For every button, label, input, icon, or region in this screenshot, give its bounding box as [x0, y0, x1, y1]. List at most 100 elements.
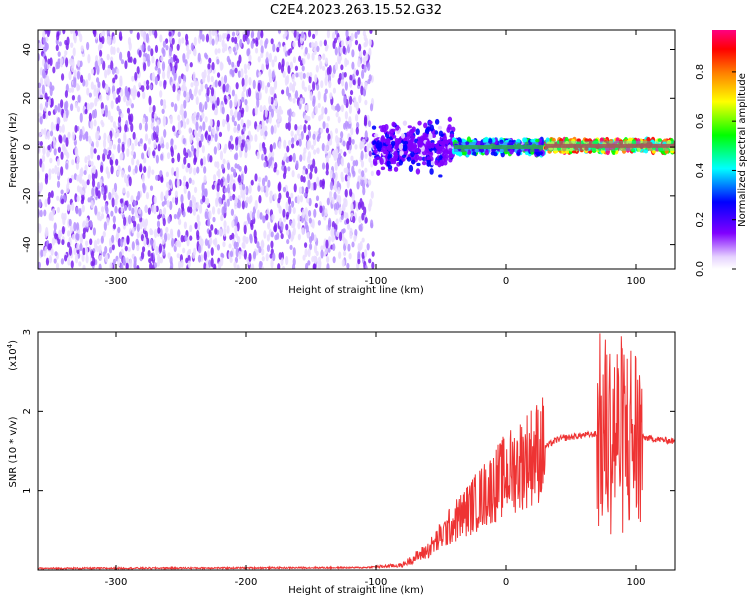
spectrogram-cell — [215, 197, 219, 205]
spectrogram-cell — [333, 178, 337, 185]
spectrogram-cell — [102, 138, 107, 149]
spectrogram-cell — [257, 30, 261, 41]
spectrogram-cell — [188, 127, 192, 135]
spectrogram-cell — [240, 173, 244, 183]
spectrogram-cell — [99, 94, 103, 102]
spectrogram-cell — [331, 196, 335, 205]
spectrogram-cell — [207, 219, 211, 227]
spectrogram-cell — [250, 40, 254, 49]
spectrogram-cell — [237, 174, 242, 184]
spectrogram-cell — [168, 189, 172, 196]
spectrogram-cell — [184, 235, 188, 242]
spectrogram-cell — [123, 237, 127, 248]
spectrogram-cell — [153, 262, 158, 269]
spectrogram-cell — [269, 194, 273, 204]
spectrogram-cell — [120, 207, 124, 213]
spectrogram-cell — [114, 192, 118, 199]
spectrogram-cell — [326, 197, 330, 206]
spectrogram-cell — [150, 252, 154, 262]
spectrogram-cell — [323, 92, 327, 103]
spectrogram-cell — [328, 217, 332, 227]
spectrogram-cell — [409, 137, 415, 143]
spectrogram-x-tick-label-4: 100 — [626, 276, 645, 287]
spectrogram-cell — [418, 141, 423, 148]
spectrogram-cell — [467, 150, 472, 155]
spectrogram-cell — [200, 133, 204, 143]
spectrogram-cell — [47, 98, 52, 106]
snr-y-tick-label-2: 3 — [22, 329, 33, 335]
spectrogram-cell — [40, 128, 44, 136]
spectrogram-cell — [148, 30, 152, 37]
spectrogram-cell — [48, 168, 52, 176]
snr-x-tick-label-4: 100 — [626, 577, 645, 588]
spectrogram-cell — [246, 48, 250, 57]
spectrogram-cell — [93, 148, 97, 154]
spectrogram-cell — [99, 41, 103, 49]
spectrogram-cell — [270, 96, 274, 105]
spectrogram-cell — [273, 193, 277, 201]
spectrogram-cell — [172, 125, 176, 132]
spectrogram-cell — [91, 187, 95, 197]
spectrogram-cell — [320, 80, 324, 89]
spectrogram-cell — [371, 251, 375, 257]
spectrogram-cell — [297, 214, 301, 223]
spectrogram-cell — [305, 134, 310, 141]
spectrogram-cell — [124, 204, 128, 212]
spectrogram-cell — [56, 32, 60, 41]
spectrogram-cell — [311, 218, 315, 229]
spectrogram-cell — [230, 166, 234, 173]
spectrogram-cell — [325, 239, 329, 249]
spectrogram-cell — [220, 76, 224, 86]
spectrogram-cell — [310, 144, 315, 150]
spectrogram-cell — [195, 121, 199, 132]
spectrogram-cell — [264, 155, 268, 162]
spectrogram-cell — [114, 198, 118, 206]
spectrogram-cell — [97, 59, 102, 67]
spectrogram-cell — [306, 72, 310, 79]
spectrogram-cell — [365, 52, 369, 62]
spectrogram-cell — [161, 238, 165, 245]
spectrogram-cell — [43, 106, 47, 112]
spectrogram-cell — [68, 177, 73, 184]
spectrogram-cell — [272, 142, 277, 150]
spectrogram-cell — [254, 47, 259, 54]
spectrogram-cell — [241, 200, 245, 210]
spectrogram-cell — [231, 31, 236, 37]
spectrogram-cell — [223, 204, 227, 214]
spectrogram-cell — [134, 137, 138, 147]
spectrogram-cell — [76, 242, 80, 251]
spectrogram-cell — [123, 132, 127, 141]
spectrogram-cell — [309, 159, 313, 166]
spectrogram-cell — [437, 125, 443, 130]
spectrogram-cell — [170, 261, 174, 269]
spectrogram-cell — [187, 206, 191, 213]
spectrogram-cell — [337, 116, 341, 124]
spectrogram-cell — [90, 200, 94, 209]
spectrogram-cell — [114, 125, 119, 132]
spectrogram-cell — [552, 146, 558, 154]
spectrogram-cell — [90, 145, 94, 155]
spectrogram-cell — [190, 42, 194, 51]
spectrogram-cell — [70, 86, 75, 93]
spectrogram-cell — [96, 154, 101, 161]
spectrogram-cell — [312, 133, 316, 140]
spectrogram-cell — [240, 142, 244, 152]
chart-title: C2E4.2023.263.15.52.G32 — [270, 3, 442, 18]
spectrogram-cell — [231, 61, 235, 68]
spectrogram-cell — [112, 215, 116, 224]
spectrogram-cell — [447, 124, 452, 131]
spectrogram-cell — [208, 229, 212, 239]
spectrogram-x-axis-label: Height of straight line (km) — [288, 285, 424, 296]
spectrogram-cell — [220, 256, 224, 267]
spectrogram-cell — [125, 262, 129, 269]
spectrogram-cell — [364, 81, 368, 91]
spectrogram-cell — [627, 137, 633, 144]
spectrogram-cell — [367, 62, 371, 72]
spectrogram-cell — [131, 143, 135, 151]
spectrogram-cell — [326, 140, 330, 151]
spectrogram-cell — [92, 256, 96, 267]
spectrogram-cell — [348, 39, 352, 48]
spectrogram-cell — [56, 61, 61, 69]
spectrogram-cell — [190, 93, 194, 101]
spectrogram-cell — [181, 163, 185, 170]
